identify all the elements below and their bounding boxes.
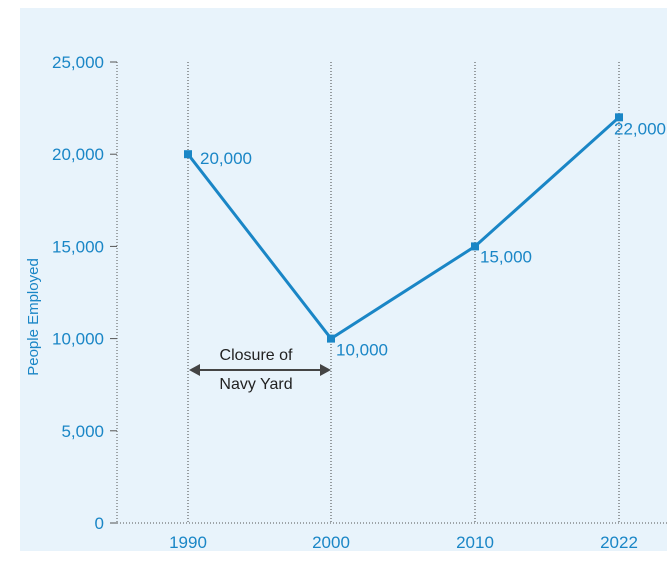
data-point bbox=[615, 113, 623, 122]
y-tick-label: 0 bbox=[95, 514, 104, 533]
data-label: 20,000 bbox=[200, 149, 252, 168]
y-tick-label: 10,000 bbox=[52, 330, 104, 349]
annotation-arrowhead-left bbox=[189, 364, 200, 376]
x-tick-label: 2010 bbox=[456, 533, 494, 552]
x-tick-label: 1990 bbox=[169, 533, 207, 552]
annotation-line-2: Navy Yard bbox=[219, 376, 292, 393]
data-point bbox=[184, 150, 192, 159]
series-line bbox=[186, 116, 621, 341]
data-point bbox=[471, 242, 479, 251]
chart-panel bbox=[20, 8, 667, 551]
data-label: 15,000 bbox=[480, 247, 532, 266]
annotation-closure: Closure of Navy Yard bbox=[189, 347, 331, 393]
y-tick-label: 15,000 bbox=[52, 237, 104, 256]
y-tick-label: 5,000 bbox=[61, 422, 104, 441]
x-tick-label: 2022 bbox=[600, 533, 638, 552]
data-label: 22,000 bbox=[614, 119, 666, 138]
data-label: 10,000 bbox=[336, 341, 388, 360]
y-axis-title: People Employed bbox=[25, 258, 42, 376]
annotation-line-1: Closure of bbox=[220, 347, 293, 364]
x-tick-label: 2000 bbox=[312, 533, 350, 552]
y-tick-label: 25,000 bbox=[52, 53, 104, 72]
annotation-arrowhead-right bbox=[320, 364, 331, 376]
data-point bbox=[327, 334, 335, 343]
y-tick-label: 20,000 bbox=[52, 145, 104, 164]
